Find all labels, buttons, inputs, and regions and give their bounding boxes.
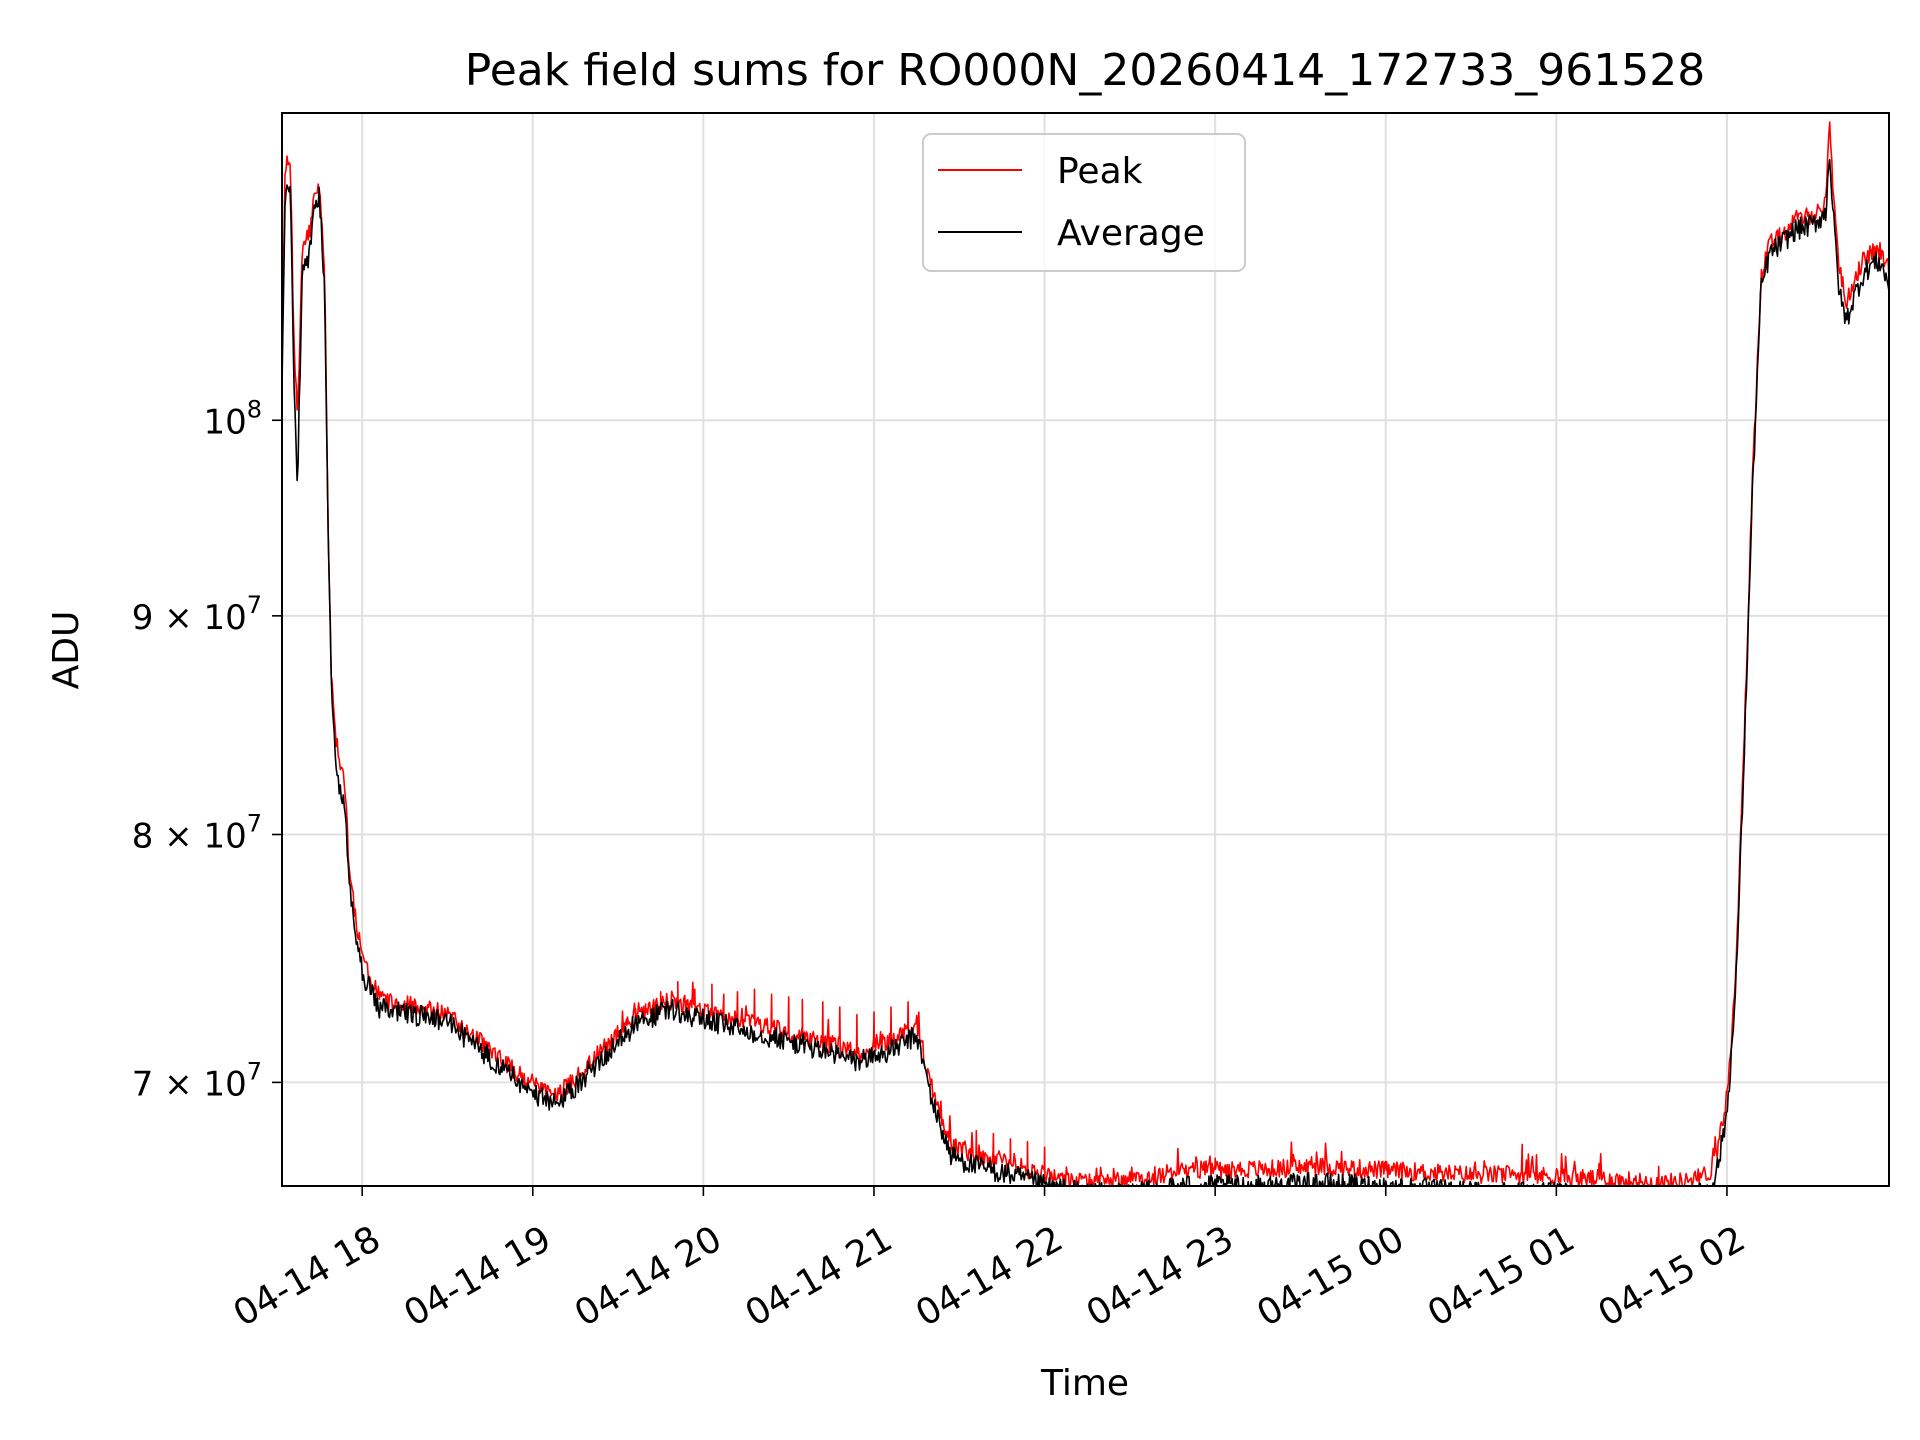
legend-frame: [922, 133, 1246, 272]
x-axis-label: Time: [1040, 1363, 1129, 1404]
y-tick-label: 108: [203, 395, 262, 442]
series-line-average: [282, 158, 1889, 1186]
y-axis: 7 × 107 8 × 107 9 × 107 108: [132, 395, 282, 1104]
y-tick-label: 7 × 107: [132, 1057, 262, 1104]
legend-peak-label: Peak: [1057, 151, 1143, 192]
y-tick-label: 8 × 107: [132, 810, 262, 857]
chart-title: Peak field sums for RO000N_20260414_1727…: [465, 45, 1705, 96]
plot-frame: [281, 112, 1890, 1187]
y-axis-label: ADU: [46, 611, 87, 690]
grid: [282, 113, 1889, 1186]
legend: Peak Average: [922, 133, 1246, 272]
series-layer: [282, 121, 1889, 1186]
series-line-peak: [282, 121, 1889, 1186]
legend-average-label: Average: [1057, 213, 1205, 254]
y-tick-label: 9 × 107: [132, 591, 262, 638]
